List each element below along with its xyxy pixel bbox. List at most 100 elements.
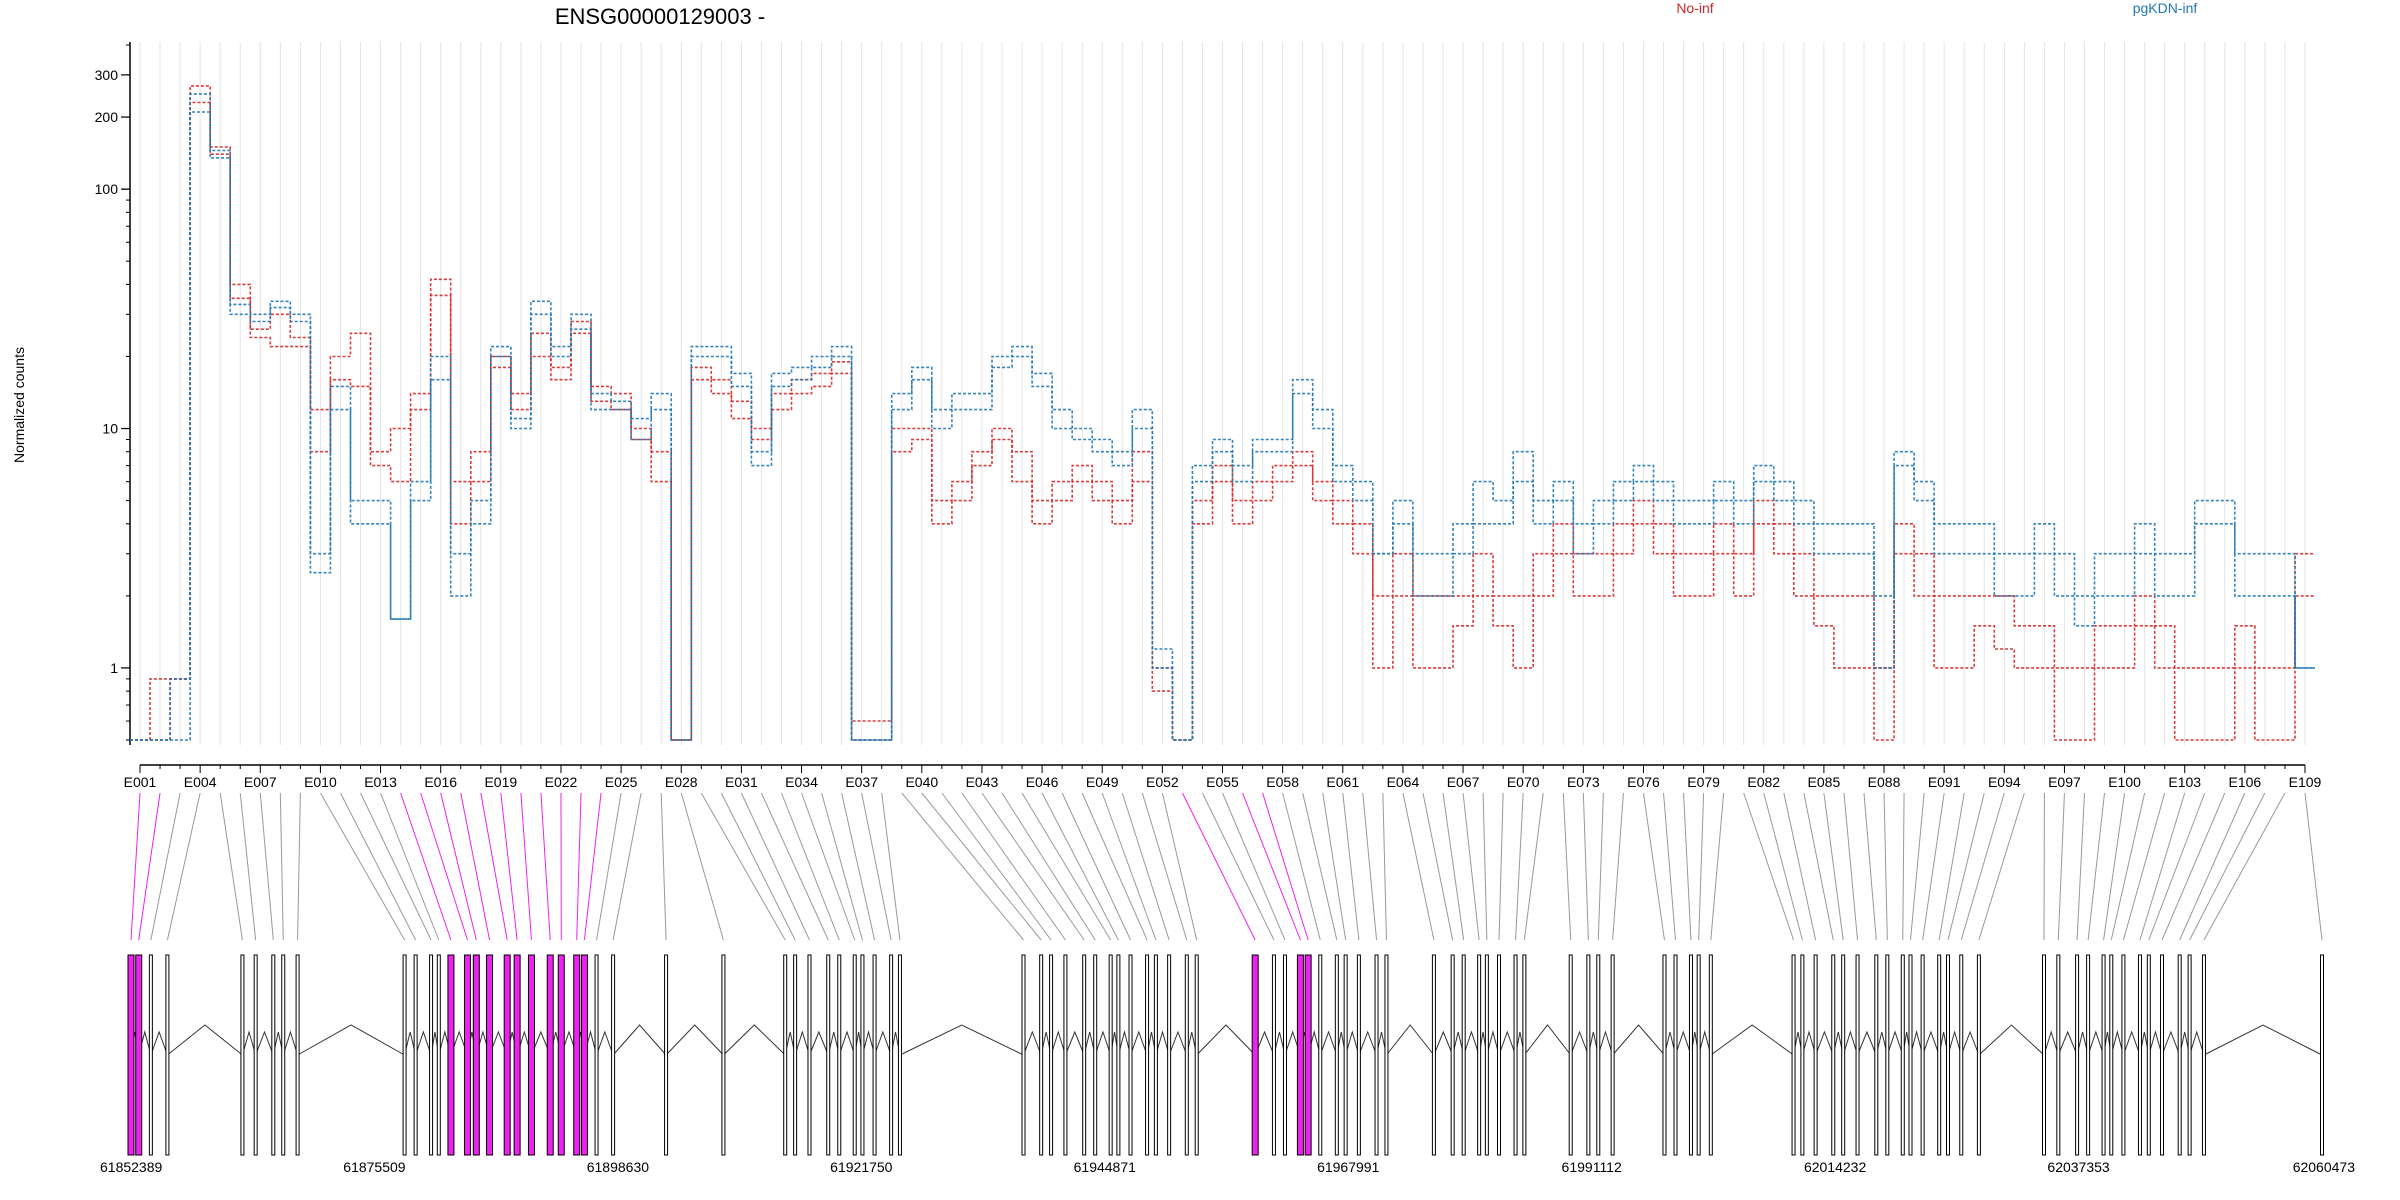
x-tick-label: E085	[1808, 774, 1841, 790]
exon-connector	[1743, 792, 1795, 941]
exon-block	[2109, 954, 2114, 1156]
exon-block	[807, 954, 812, 1156]
chart-title: ENSG00000129003 -	[555, 4, 765, 29]
exon-block	[513, 954, 521, 1156]
exon-block	[1082, 954, 1087, 1156]
intron-line	[2110, 1030, 2124, 1056]
exon-block	[413, 954, 418, 1156]
genomic-axis: 61852389 61875509 61898630 61921750 61944871…	[100, 1159, 2355, 1175]
exon-connector	[219, 792, 243, 941]
x-tick-label: E064	[1387, 774, 1420, 790]
genomic-tick-label: 61944871	[1074, 1159, 1137, 1175]
exon-connector	[921, 792, 1042, 941]
x-tick-label: E031	[725, 774, 758, 790]
exon-connector	[2087, 792, 2106, 941]
exon-connector	[1081, 792, 1148, 941]
intron-line	[1857, 1030, 1877, 1056]
intron-line	[1196, 1024, 1256, 1056]
intron-line	[1597, 1030, 1614, 1056]
exon-connector	[1222, 792, 1286, 941]
exon-block	[1959, 954, 1964, 1156]
vertical-grid	[139, 42, 2306, 745]
exon-block	[2187, 954, 2192, 1156]
x-tick-label: E106	[2229, 774, 2262, 790]
exon-block	[1662, 954, 1667, 1156]
exon-connector	[2203, 792, 2286, 941]
exon-connector	[1041, 792, 1119, 941]
exon-connector	[1642, 792, 1665, 941]
exon-block	[611, 954, 616, 1156]
exon-block	[527, 954, 535, 1156]
intron-line	[723, 1024, 786, 1056]
x-tick-label: E058	[1266, 774, 1299, 790]
genomic-tick-label: 61991112	[1562, 1159, 1622, 1175]
intron-line	[1486, 1030, 1500, 1056]
exon-connector	[1863, 792, 1877, 941]
exon-connector	[660, 792, 667, 941]
x-tick-label: E034	[785, 774, 818, 790]
exon-connector	[239, 792, 257, 941]
exon-block	[2101, 954, 2106, 1156]
exon-connector	[1422, 792, 1454, 941]
exon-block	[127, 954, 135, 1156]
exon-block	[1049, 954, 1054, 1156]
exon-connector	[1021, 792, 1112, 941]
exon-connector	[1823, 792, 1844, 941]
intron-line	[282, 1030, 299, 1056]
exon-connector	[1663, 792, 1677, 941]
exon-connector	[1402, 792, 1435, 941]
x-tick-label: E049	[1086, 774, 1119, 790]
exon-connector	[2179, 792, 2246, 941]
exon-connector	[1101, 792, 1157, 941]
exon-connector	[1683, 792, 1692, 941]
exon-block	[2121, 954, 2126, 1156]
exon-block	[594, 954, 599, 1156]
exon-connector	[680, 792, 724, 941]
x-tick-label: E025	[605, 774, 638, 790]
exon-connector	[1902, 792, 1905, 941]
exon-block	[253, 954, 258, 1156]
x-tick-label: E076	[1627, 774, 1660, 790]
intron-line	[1050, 1030, 1066, 1056]
exon-connector	[1141, 792, 1188, 941]
x-tick-label: E028	[665, 774, 698, 790]
exon-connector	[901, 792, 1024, 941]
genomic-tick-label: 61875509	[343, 1159, 406, 1175]
x-tick-label: E067	[1447, 774, 1480, 790]
intron-line	[2057, 1030, 2078, 1056]
legend-label-pgkdn-inf: pgKDN-inf	[2133, 0, 2198, 16]
exon-connector	[801, 792, 856, 941]
exon-connector	[1783, 792, 1817, 941]
exon-connector	[740, 792, 810, 941]
intron-line	[2189, 1030, 2205, 1056]
series-lines	[130, 85, 2315, 741]
exon-block	[546, 954, 554, 1156]
exon-connector	[1202, 792, 1275, 941]
exon-block	[664, 954, 669, 1156]
exon-block	[1128, 954, 1133, 1156]
x-tick-label: E100	[2108, 774, 2141, 790]
exon-connector	[2304, 792, 2323, 941]
exon-block	[557, 954, 565, 1156]
exon-block	[1900, 954, 1905, 1156]
exon-block	[1673, 954, 1678, 1156]
exon-block	[1093, 954, 1098, 1156]
exon-block	[436, 954, 441, 1156]
intron-line	[874, 1030, 892, 1056]
exon-connector	[961, 792, 1066, 941]
exon-block	[1874, 954, 1879, 1156]
exon-block	[165, 954, 170, 1156]
x-tick-label: E010	[304, 774, 337, 790]
exon-block	[2146, 954, 2151, 1156]
x-tick-label: E070	[1507, 774, 1540, 790]
exon-axis: E001 E004 E007 E010 E013 E016 E019 E022 E025 E028…	[124, 764, 2322, 790]
exon-block	[429, 954, 434, 1156]
x-tick-label: E004	[184, 774, 217, 790]
exon-block	[402, 954, 407, 1156]
exon-block	[1937, 954, 1942, 1156]
exon-connector	[2103, 792, 2126, 941]
intron-line	[665, 1024, 724, 1056]
intron-line	[1612, 1024, 1665, 1056]
exon-block	[1610, 954, 1615, 1156]
exon-connector	[1282, 792, 1321, 941]
